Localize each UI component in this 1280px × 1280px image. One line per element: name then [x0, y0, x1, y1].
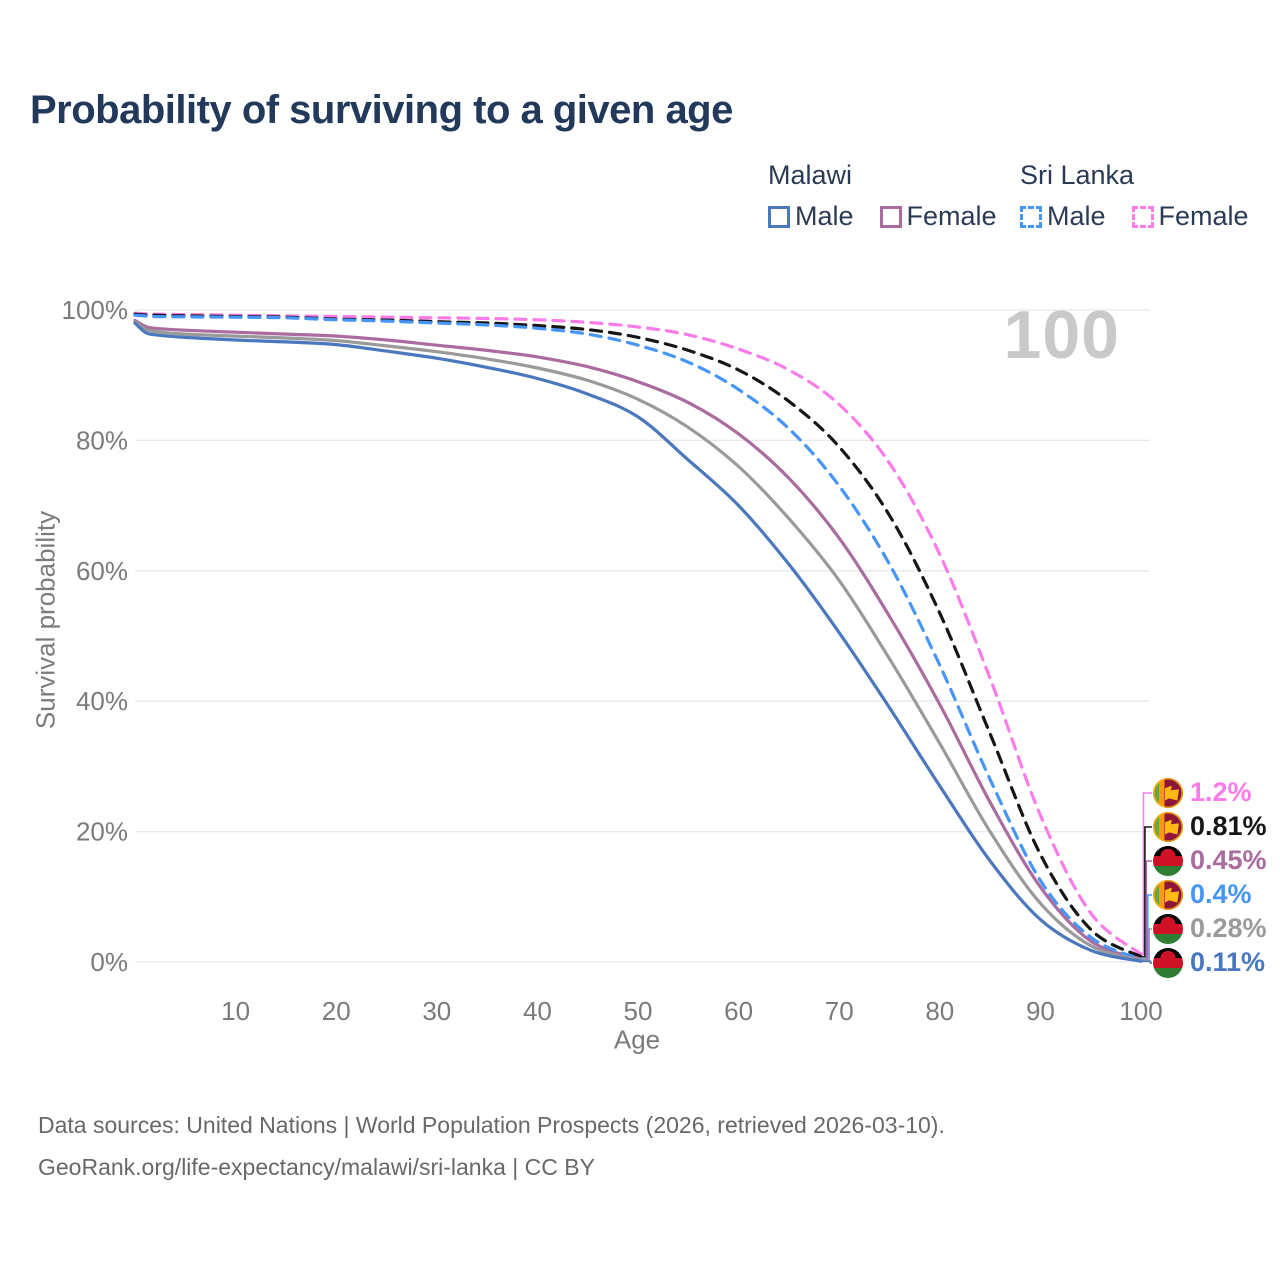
- data-sources-line2: GeoRank.org/life-expectancy/malawi/sri-l…: [38, 1154, 595, 1180]
- y-tick-label: 100%: [62, 295, 129, 325]
- end-label-value: 0.28%: [1190, 913, 1267, 943]
- curve-malawi-female: [133, 318, 1143, 961]
- x-tick-label: 20: [322, 996, 351, 1026]
- x-tick-label: 50: [624, 996, 653, 1026]
- legend-group-malawi: Malawi Male Female: [768, 160, 997, 232]
- x-tick-label: 40: [523, 996, 552, 1026]
- y-tick-label: 80%: [76, 425, 128, 455]
- data-sources: Data sources: United Nations | World Pop…: [38, 1104, 945, 1188]
- legend-heading-sri-lanka[interactable]: Sri Lanka: [1020, 160, 1134, 191]
- malawi-female-swatch: [879, 205, 902, 228]
- end-label-sri-lanka-male[interactable]: 0.4%: [1153, 879, 1267, 910]
- end-label-malawi-male[interactable]: 0.11%: [1153, 947, 1267, 978]
- x-tick-label: 100: [1119, 996, 1162, 1026]
- x-tick-label: 80: [925, 996, 954, 1026]
- legend-heading-malawi[interactable]: Malawi: [768, 160, 852, 191]
- end-label-connector: [1141, 826, 1152, 958]
- legend-group-sri-lanka: Sri Lanka Male Female: [1020, 160, 1249, 232]
- end-label-malawi[interactable]: 0.28%: [1153, 913, 1267, 944]
- x-tick-label: 70: [825, 996, 854, 1026]
- survival-chart: 0% 20% 40% 60% 80% 100% 10 20 30 40 50 60 70 80 90 100: [62, 295, 1163, 1026]
- end-label-malawi-female[interactable]: 0.45%: [1153, 845, 1267, 876]
- sri-lanka-flag-icon: [1153, 879, 1183, 910]
- end-label-connector: [1141, 860, 1152, 960]
- legend-item-label: Female: [906, 201, 997, 231]
- data-sources-line1: Data sources: United Nations | World Pop…: [38, 1112, 945, 1138]
- malawi-flag-icon: [1153, 947, 1183, 978]
- end-label-sri-lanka[interactable]: 0.81%: [1153, 811, 1267, 842]
- x-axis-title: Age: [613, 1024, 661, 1055]
- end-label-connector: [1141, 792, 1152, 955]
- legend-items-malawi: Male Female: [768, 201, 997, 232]
- end-value-labels: 1.2% 0.81% 0.45% 0.4% 0.28% 0.11%: [1153, 777, 1267, 978]
- legend-item-malawi-female[interactable]: Female: [879, 201, 997, 232]
- curve-sri-lanka-female: [133, 311, 1143, 956]
- curve-sri-lanka-male: [133, 313, 1143, 961]
- end-label-connector: [1141, 928, 1152, 961]
- end-label-connector: [1141, 960, 1152, 964]
- legend-item-sri-lanka-female[interactable]: Female: [1131, 201, 1249, 232]
- end-label-value: 1.2%: [1190, 777, 1252, 807]
- page-title: Probability of surviving to a given age: [30, 88, 733, 132]
- end-label-value: 0.4%: [1190, 879, 1252, 909]
- y-tick-label: 40%: [76, 686, 128, 716]
- x-tick-label: 10: [221, 996, 250, 1026]
- sri-lanka-male-swatch: [1020, 205, 1042, 228]
- end-label-value: 0.11%: [1190, 947, 1266, 977]
- malawi-male-swatch: [768, 205, 790, 228]
- legend-item-label: Female: [1158, 201, 1249, 231]
- y-axis-title: Survival probability: [30, 510, 61, 730]
- legend-heading-malawi-label: Malawi: [768, 160, 853, 190]
- sri-lanka-flag-icon: [1153, 811, 1183, 842]
- malawi-flag-icon: [1153, 845, 1183, 876]
- end-label-sri-lanka-female[interactable]: 1.2%: [1153, 777, 1267, 808]
- curve-malawi: [133, 320, 1143, 962]
- sri-lanka-female-swatch: [1131, 205, 1154, 228]
- y-tick-label: 20%: [76, 817, 128, 847]
- sri-lanka-flag-icon: [1153, 777, 1183, 808]
- legend-items-sri-lanka: Male Female: [1020, 201, 1249, 232]
- legend-item-malawi-male[interactable]: Male: [768, 201, 854, 232]
- curve-malawi-male: [133, 321, 1143, 963]
- end-label-value: 0.81%: [1190, 811, 1267, 841]
- x-tick-label: 60: [724, 996, 753, 1026]
- legend-heading-sri-lanka-label: Sri Lanka: [1020, 160, 1135, 190]
- legend-item-sri-lanka-male[interactable]: Male: [1020, 201, 1106, 232]
- x-tick-label: 30: [422, 996, 451, 1026]
- x-tick-label: 90: [1026, 996, 1055, 1026]
- malawi-flag-icon: [1153, 913, 1183, 944]
- legend-item-label: Male: [795, 201, 854, 231]
- y-tick-label: 60%: [76, 556, 128, 586]
- end-label-value: 0.45%: [1190, 845, 1267, 875]
- legend-item-label: Male: [1047, 201, 1106, 231]
- y-tick-label: 0%: [90, 947, 128, 977]
